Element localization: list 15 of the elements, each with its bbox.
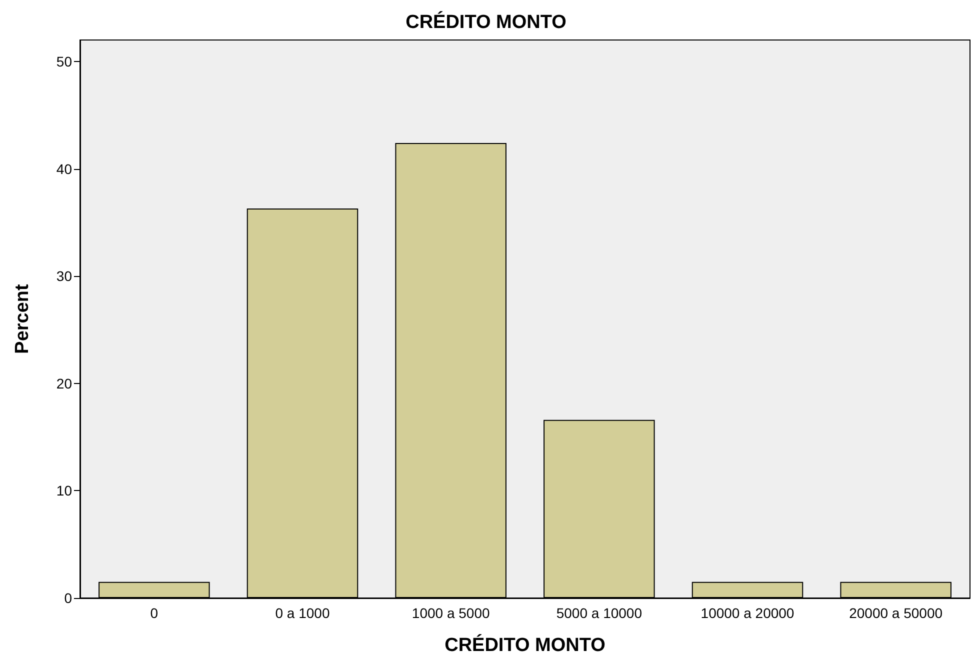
y-tick-label: 20 [56, 375, 72, 392]
x-tick-label: 20000 a 50000 [849, 605, 943, 621]
x-tick-label: 0 a 1000 [275, 605, 330, 621]
x-tick-label: 0 [150, 605, 158, 621]
y-tick-label: 40 [56, 160, 72, 177]
y-tick-label: 30 [56, 268, 72, 284]
x-tick-label: 10000 a 20000 [700, 605, 794, 621]
y-tick-label: 50 [56, 53, 72, 70]
x-tick-label: 5000 a 10000 [556, 605, 642, 621]
x-axis-title: CRÉDITO MONTO [444, 634, 606, 656]
chart-title: CRÉDITO MONTO [406, 11, 566, 33]
y-axis-title: Percent [12, 283, 33, 354]
y-tick-label: 0 [64, 590, 72, 606]
y-tick-label: 10 [56, 482, 72, 499]
x-tick-label: 1000 a 5000 [412, 605, 490, 621]
